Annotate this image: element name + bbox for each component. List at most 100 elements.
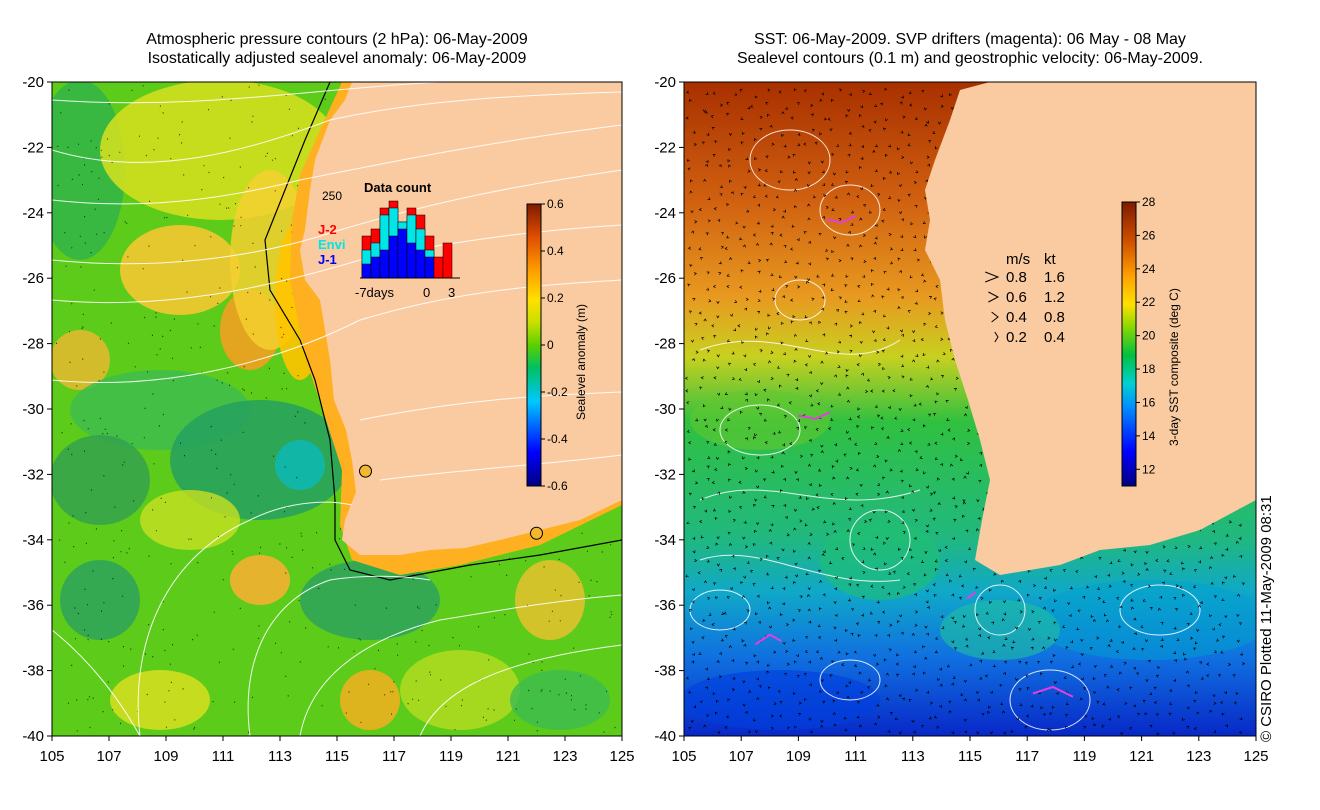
y-tick-label: -38	[22, 663, 44, 680]
colorbar-tick-label: 12	[1142, 462, 1156, 476]
colorbar-tick-label: -0.6	[547, 479, 568, 493]
right-map-title: SST: 06-May-2009. SVP drifters (magenta)…	[684, 30, 1256, 68]
velocity-legend: m/s kt 0.8 1.6 0.6 1.2 0.4 0.8 0.2 0.4	[985, 251, 1065, 346]
x-tick-label: 123	[552, 748, 577, 765]
velocity-legend-arrow	[985, 271, 1000, 283]
inset-bars	[361, 200, 453, 279]
velocity-legend-kt: 1.2	[1044, 289, 1065, 306]
x-tick-label: 117	[382, 748, 406, 765]
y-tick-label: -30	[654, 401, 676, 418]
colorbar-tick-label: -0.4	[547, 432, 568, 446]
inset-bar-j-1	[415, 249, 426, 279]
inset-bar-j-1	[361, 263, 372, 279]
station-markers	[359, 464, 543, 540]
x-tick-label: 109	[786, 748, 811, 765]
x-tick-label: 113	[268, 748, 292, 765]
inset-x-label-end: 3	[448, 285, 455, 300]
colorbar-tick-label: 24	[1142, 262, 1156, 276]
y-tick-label: -30	[22, 401, 44, 418]
drifter-track	[1032, 685, 1074, 698]
inset-y-label: 250	[322, 189, 342, 203]
sealevel-contours	[689, 129, 1201, 731]
velocity-legend-arrow	[991, 311, 999, 323]
y-tick-label: -28	[22, 336, 44, 353]
axes: 105 107 109 111 113 115 117 119 121 123 125-20-22-…	[22, 74, 1268, 765]
right-title-line2: Sealevel contours (0.1 m) and geostrophi…	[736, 50, 1203, 67]
y-tick-label: -32	[654, 466, 676, 483]
sealevel-colorbar-label: Sealevel anomaly (m)	[574, 304, 588, 420]
y-tick-label: -20	[654, 74, 676, 91]
x-tick-label: 125	[1243, 748, 1268, 765]
y-tick-label: -22	[22, 139, 44, 156]
x-tick-label: 105	[39, 748, 64, 765]
x-tick-label: 113	[901, 748, 925, 765]
x-tick-label: 123	[1186, 748, 1211, 765]
inset-title: Data count	[364, 180, 432, 195]
y-tick-label: -24	[22, 205, 44, 222]
colorbar-tick-label: 26	[1142, 228, 1156, 242]
velocity-legend-ms: 0.6	[1006, 289, 1027, 306]
x-tick-label: 111	[844, 748, 867, 765]
inset-x-label-zero: 0	[423, 285, 430, 300]
velocity-legend-arrow	[994, 331, 999, 343]
x-tick-label: 119	[439, 748, 463, 765]
x-tick-label: 121	[1129, 748, 1154, 765]
x-tick-label: 109	[153, 748, 178, 765]
inset-legend-envi: Envi	[318, 237, 345, 252]
velocity-legend-kt: 0.8	[1044, 309, 1065, 326]
velocity-legend-ms: 0.4	[1006, 309, 1027, 326]
inset-bar-j-1	[397, 228, 408, 279]
y-tick-label: -26	[22, 270, 44, 287]
velocity-legend-ms: 0.8	[1006, 269, 1027, 286]
x-tick-label: 125	[609, 748, 634, 765]
x-tick-label: 115	[325, 748, 349, 765]
x-tick-label: 119	[1072, 748, 1096, 765]
drifter-track	[826, 215, 857, 224]
colorbar-tick-label: 28	[1142, 195, 1156, 209]
y-tick-label: -20	[22, 74, 44, 91]
anomaly-field	[52, 82, 610, 730]
y-tick-label: -26	[654, 270, 676, 287]
inset-bar-j-1	[388, 235, 399, 279]
inset-bar-j-1	[379, 249, 390, 279]
inset-bar-j-2	[433, 256, 444, 279]
colorbar-tick-label: 0	[547, 338, 554, 352]
x-tick-label: 115	[958, 748, 982, 765]
colorbar-tick-label: 18	[1142, 362, 1156, 376]
y-tick-label: -22	[654, 139, 676, 156]
shelf-break-contour	[264, 82, 622, 581]
colorbar-tick-label: 0.6	[547, 197, 564, 211]
inset-bar-j-2	[442, 242, 453, 279]
colorbar-tick-label: -0.2	[547, 385, 568, 399]
left-title-line1: Atmospheric pressure contours (2 hPa): 0…	[146, 31, 528, 48]
inset-bar-j-1	[424, 256, 435, 279]
y-tick-label: -28	[654, 336, 676, 353]
colorbar-tick-label: 16	[1142, 395, 1156, 409]
velocity-legend-ms-header: m/s	[1006, 251, 1030, 268]
colorbar-tick-label: 20	[1142, 329, 1156, 343]
inset-x-label-start: -7days	[355, 285, 395, 300]
sst-colorbar: 3-day SST composite (deg C) 28 26 24 22 20 18…	[1121, 195, 1181, 487]
y-tick-label: -36	[22, 597, 44, 614]
y-tick-label: -34	[22, 532, 44, 549]
colorbar-tick-label: 14	[1142, 429, 1156, 443]
drifter-track	[798, 411, 831, 420]
velocity-legend-arrow	[988, 291, 1000, 303]
y-tick-label: -40	[654, 728, 676, 745]
x-tick-label: 107	[96, 748, 121, 765]
y-tick-label: -36	[654, 597, 676, 614]
left-title-line2: Isostatically adjusted sealevel anomaly:…	[147, 50, 527, 67]
sealevel-colorbar: Sealevel anomaly (m) 0.6 0.4 0.2 0 -0.2 -0.4 -…	[526, 197, 588, 493]
data-count-inset: Data count 250 -7days 0 3 J-2 Envi J-1	[318, 180, 460, 300]
velocity-legend-kt: 1.6	[1044, 269, 1065, 286]
colorbar-tick-label: 0.4	[547, 244, 564, 258]
velocity-legend-kt-header: kt	[1044, 251, 1057, 268]
velocity-legend-ms: 0.2	[1006, 329, 1027, 346]
svp-drifter-tracks	[754, 215, 1074, 698]
inset-bar-j-1	[370, 256, 381, 279]
sst-colorbar-label: 3-day SST composite (deg C)	[1167, 288, 1181, 446]
sst-colorbar-ramp	[1121, 201, 1137, 487]
inset-legend-j2: J-2	[318, 222, 337, 237]
x-tick-label: 117	[1015, 748, 1039, 765]
